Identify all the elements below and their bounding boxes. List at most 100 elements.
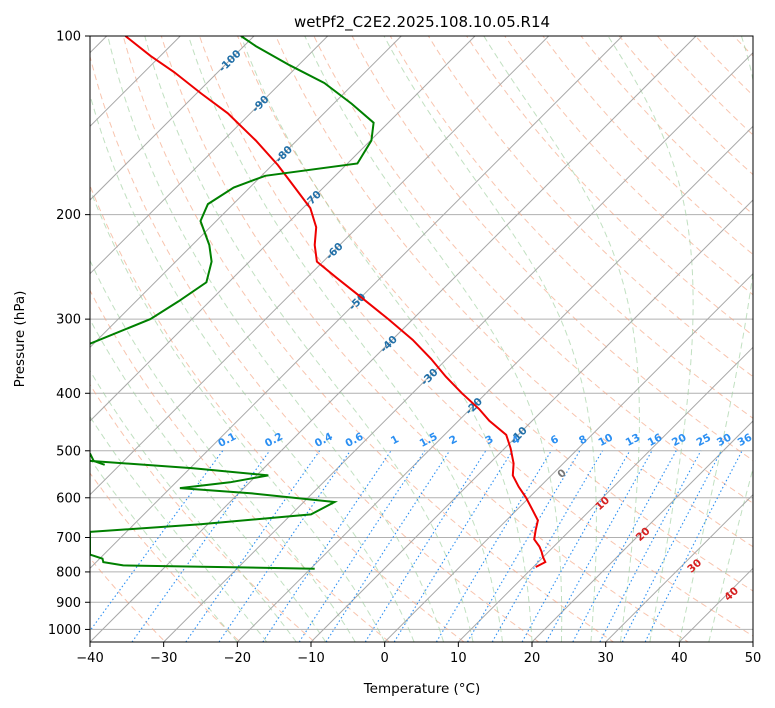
moist-adiabat	[188, 36, 503, 642]
isotherm-label: -70	[302, 188, 324, 210]
dry-adiabat	[746, 9, 775, 654]
isotherm-gridline	[531, 420, 753, 642]
dewpoint-profile-fragment	[90, 452, 106, 466]
mixing-ratio-label: 30	[715, 432, 734, 449]
isotherm-gridline	[384, 272, 753, 642]
y-tick-label: 700	[56, 531, 81, 546]
mixing-ratio-line	[262, 450, 392, 642]
mixing-ratio-label: 20	[670, 432, 689, 449]
y-tick-label: 600	[56, 491, 81, 506]
mixing-ratio-line	[364, 450, 487, 642]
dry-adiabat	[122, 36, 615, 642]
moist-adiabat	[90, 415, 268, 642]
isotherm-gridline	[90, 36, 623, 570]
dry-adiabat	[580, 36, 753, 215]
mixing-ratio-line	[131, 450, 271, 642]
mixing-ratio-label: 0.6	[343, 431, 365, 450]
mixing-ratio-label: 1.5	[418, 431, 440, 450]
mixing-ratio-line	[545, 450, 653, 642]
isotherm-gridline	[236, 125, 753, 642]
isotherm-gridline	[90, 36, 697, 642]
dry-adiabat	[198, 36, 753, 637]
dry-adiabat	[542, 36, 753, 256]
x-tick-label: 40	[671, 651, 688, 666]
isotherm-label: -20	[463, 396, 485, 418]
dry-adiabat	[237, 36, 753, 592]
dry-adiabat	[90, 289, 391, 642]
y-tick-label: 800	[56, 565, 81, 580]
mixing-ratio-label: 16	[646, 432, 665, 449]
moist-adiabat	[90, 457, 238, 642]
y-tick-label: 900	[56, 596, 81, 611]
moist-adiabat	[90, 188, 386, 642]
x-tick-label: 50	[745, 651, 762, 666]
moist-adiabat	[90, 318, 327, 642]
moist-adiabat-label: 20	[634, 525, 653, 544]
mixing-ratio-line	[298, 450, 426, 642]
plot-frame	[89, 35, 754, 643]
dry-adiabat	[90, 184, 465, 642]
y-tick-label: 200	[56, 208, 81, 223]
isotherm-gridline	[310, 199, 753, 642]
mixing-ratio-line	[90, 450, 224, 632]
mixing-ratio-line	[325, 450, 451, 642]
moist-adiabat	[90, 369, 297, 642]
isotherm-gridline	[90, 36, 550, 496]
x-tick-label: 20	[524, 651, 541, 666]
isotherm-gridline	[163, 51, 753, 642]
mixing-ratio-line	[185, 450, 321, 642]
y-tick-label: 500	[56, 444, 81, 459]
mixing-ratio-line	[644, 450, 743, 642]
dry-adiabat	[504, 36, 753, 296]
mixing-ratio-line	[572, 450, 677, 642]
moist-adiabat	[607, 36, 694, 642]
moist-adiabat	[708, 466, 753, 642]
isotherm-label: -90	[250, 93, 272, 115]
mixing-ratio-label: 3	[483, 433, 495, 447]
mixing-ratio-line	[599, 450, 702, 642]
dry-adiabat	[90, 472, 241, 642]
x-tick-label: 30	[597, 651, 614, 666]
dry-adiabat	[313, 36, 753, 504]
moist-adiabat	[90, 259, 356, 642]
x-axis-label: Temperature (°C)	[363, 681, 481, 697]
dry-adiabat	[733, 36, 753, 57]
moist-adiabat	[107, 36, 445, 642]
mixing-ratio-label: 8	[577, 433, 589, 447]
plot-area: 0.1 0.2 0.4 0.6 1 1.5 2 3 4 6 8 10 13 16 20 25 30 36-100-…	[90, 9, 775, 654]
isotherm-gridline	[90, 36, 329, 275]
moist-adiabat	[144, 36, 474, 642]
isotherm-gridline	[90, 36, 476, 422]
x-tick-label: −10	[297, 651, 324, 666]
isotherm-gridline	[457, 346, 753, 642]
mixing-ratio-line	[521, 450, 631, 642]
chart-title: wetPf2_C2E2.2025.108.10.05.R14	[294, 13, 550, 32]
y-tick-label: 1000	[48, 623, 81, 638]
temperature-profile	[124, 36, 547, 568]
mixing-ratio-label: 6	[549, 433, 561, 447]
dry-adiabat	[90, 383, 316, 642]
mixing-ratio-label: 1	[389, 433, 401, 447]
isotherm-label: -10	[508, 425, 530, 447]
dry-adiabat	[694, 36, 753, 97]
x-tick-label: 0	[381, 651, 389, 666]
y-tick-label: 300	[56, 313, 81, 328]
x-tick-label: −30	[150, 651, 177, 666]
dewpoint-profile-upper	[90, 36, 375, 345]
moist-adiabat	[383, 36, 597, 642]
dry-adiabat	[275, 36, 753, 548]
isotherm-label: -30	[419, 366, 441, 388]
y-tick-label: 100	[56, 30, 81, 45]
y-axis-label: Pressure (hPa)	[12, 291, 28, 388]
isotherm-gridline	[605, 493, 753, 642]
dry-adiabat	[389, 36, 753, 419]
moist-adiabat-label: 40	[722, 585, 741, 604]
mixing-ratio-label: 36	[736, 432, 755, 449]
isotherm-gridline	[90, 36, 402, 349]
isotherm-label: -60	[324, 240, 346, 262]
mixing-ratio-label: 2	[447, 433, 459, 447]
moist-adiabat-label: 0	[555, 467, 568, 481]
moist-adiabat	[483, 36, 640, 642]
mixing-ratio-label: 0.2	[263, 431, 285, 450]
